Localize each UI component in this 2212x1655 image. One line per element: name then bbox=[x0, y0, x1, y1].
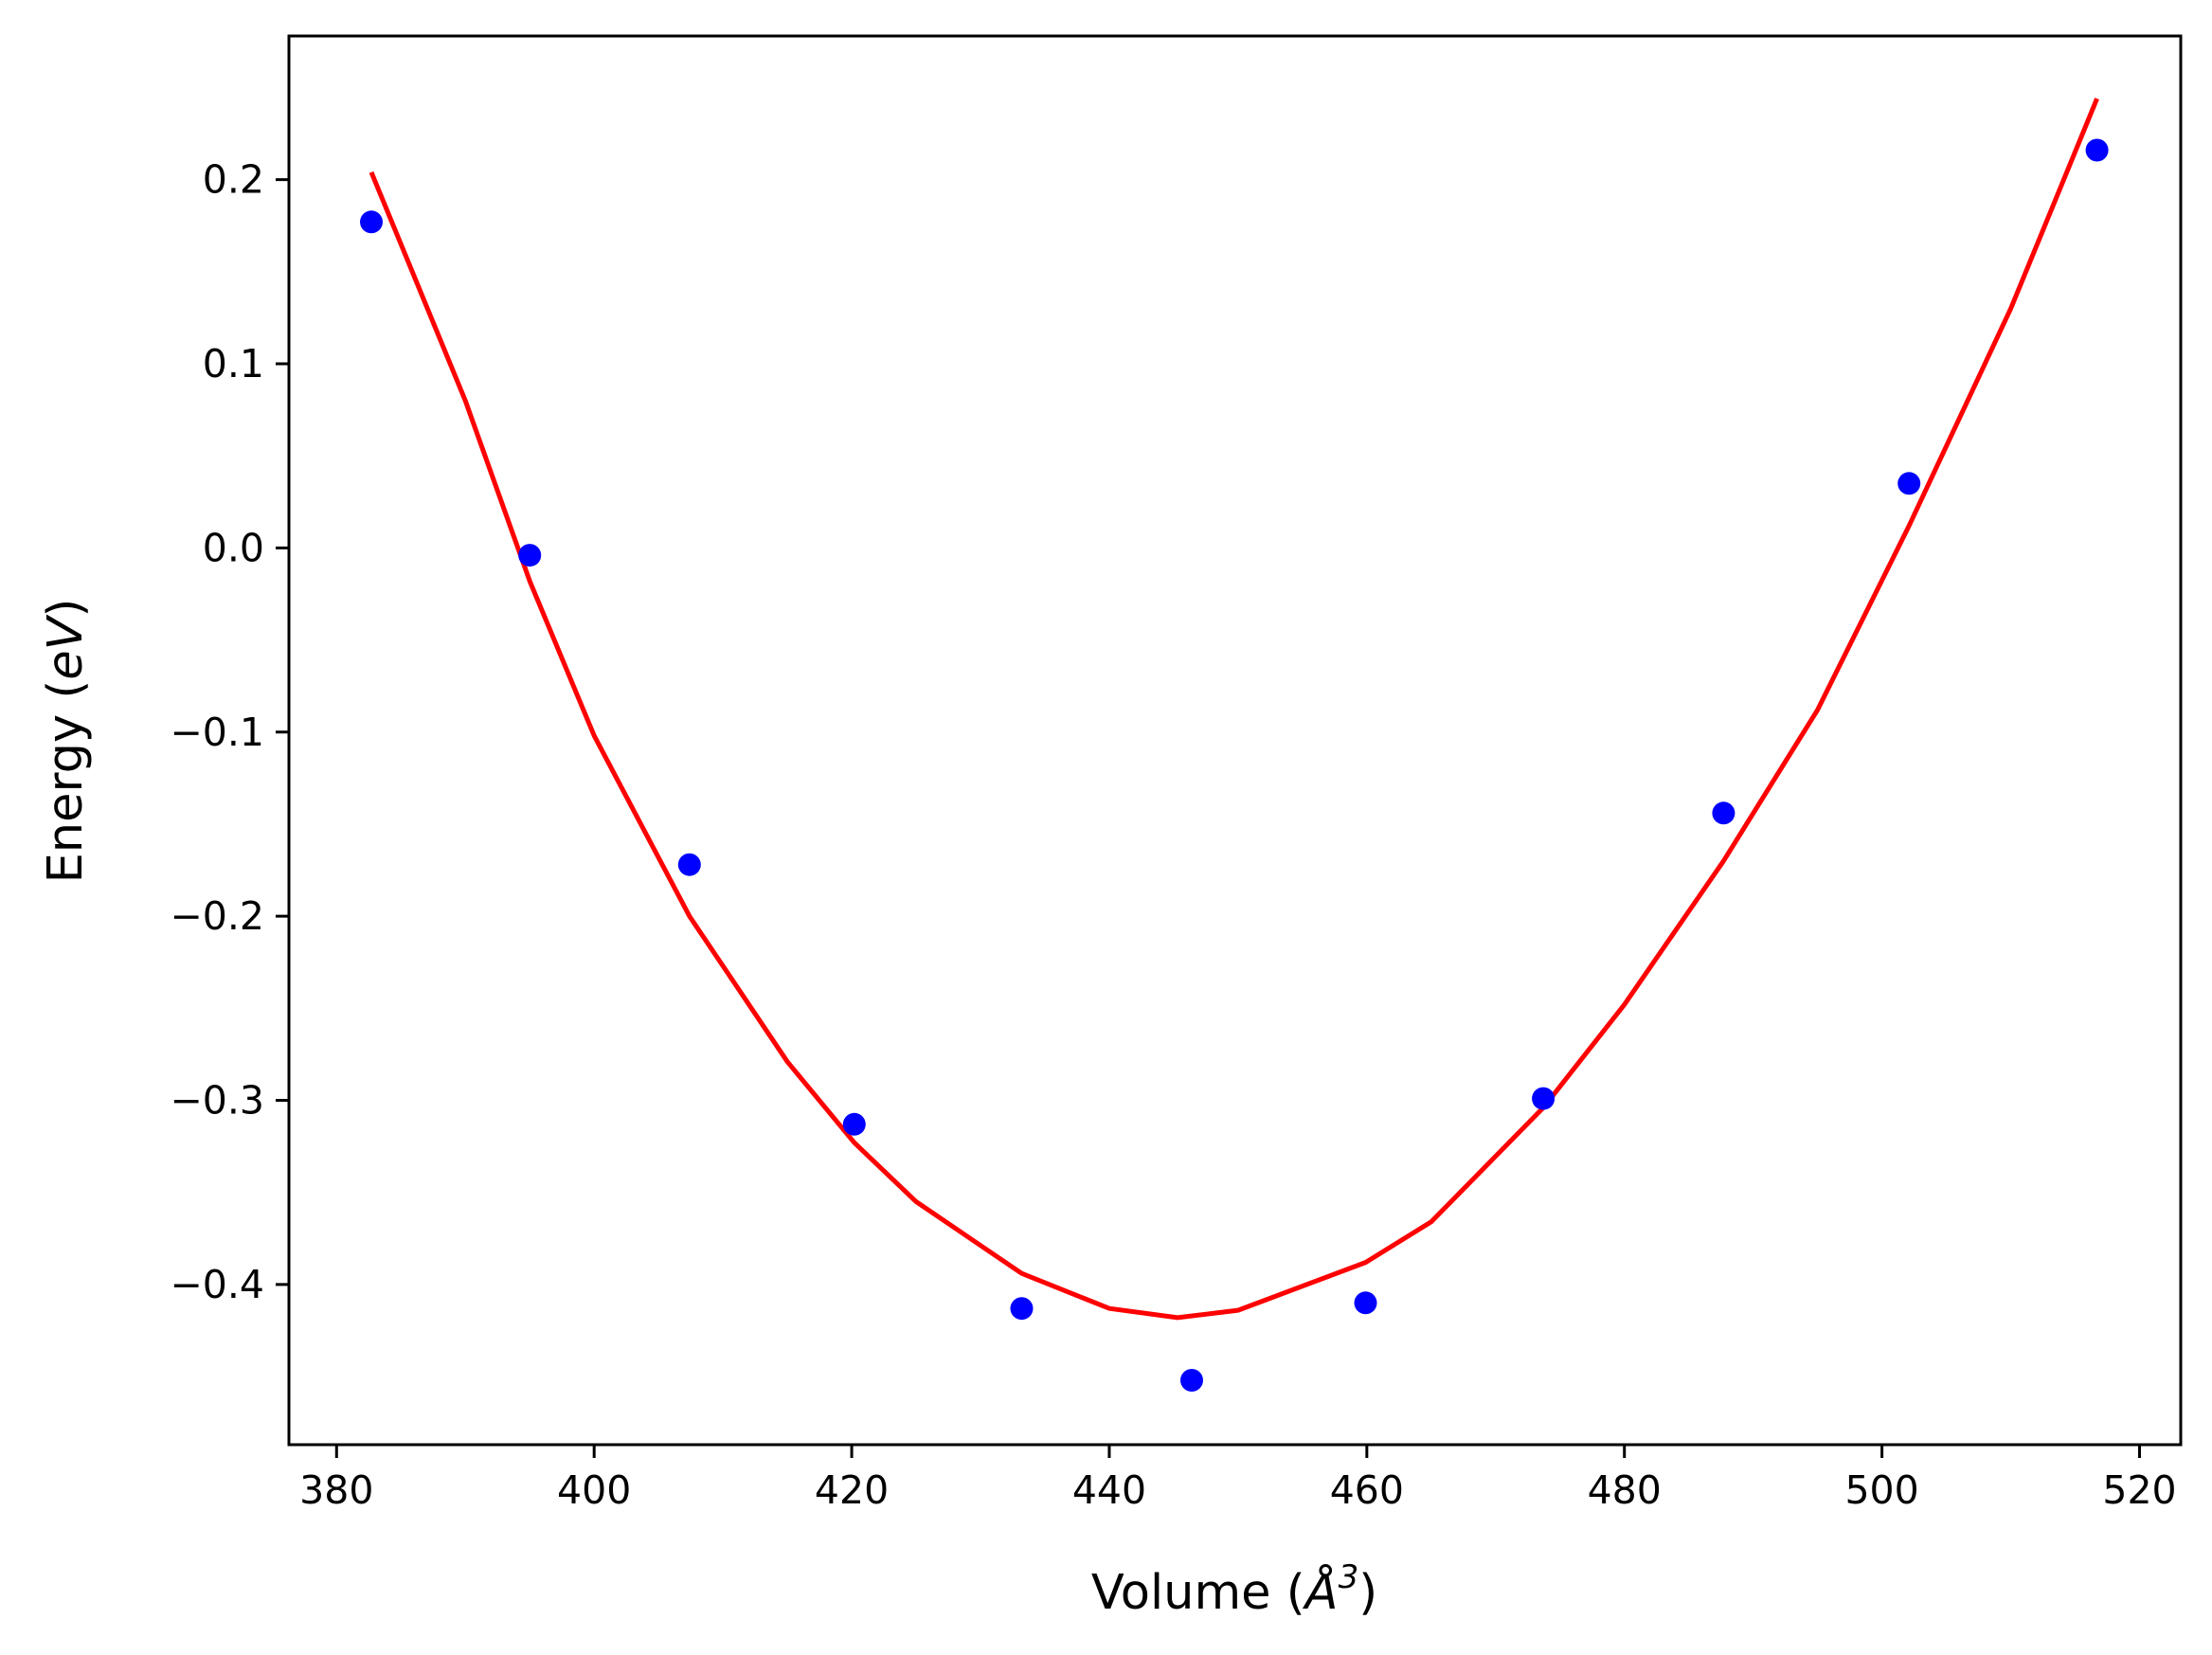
fit-curve-line bbox=[369, 98, 2099, 1321]
x-tick-label: 380 bbox=[299, 1467, 373, 1513]
data-point bbox=[1010, 1297, 1034, 1321]
x-tick-label: 420 bbox=[815, 1467, 889, 1513]
x-tick-label: 440 bbox=[1072, 1467, 1146, 1513]
data-point bbox=[2085, 138, 2109, 162]
y-tick-label: 0.2 bbox=[203, 157, 264, 203]
y-axis-ticks: 0.2 0.1 0.0 −0.1 −0.2 −0.3 −0.4 bbox=[170, 157, 289, 1307]
data-point bbox=[1354, 1291, 1377, 1315]
data-point bbox=[518, 544, 542, 567]
x-axis-label-close: ) bbox=[1358, 1565, 1377, 1621]
y-axis-label-unit: eV bbox=[38, 614, 94, 679]
x-tick-label: 480 bbox=[1588, 1467, 1662, 1513]
y-axis-label-close: ) bbox=[38, 599, 94, 618]
x-axis-label: Volume (Å3) bbox=[1091, 1558, 1377, 1621]
data-point bbox=[1180, 1369, 1203, 1392]
x-tick-label: 500 bbox=[1844, 1467, 1918, 1513]
plot-area-background bbox=[289, 36, 2181, 1445]
data-point bbox=[1897, 472, 1921, 495]
x-axis-ticks: 380 400 420 440 460 480 500 520 bbox=[299, 1445, 2177, 1513]
plot-frame bbox=[287, 34, 2183, 1447]
y-tick-label: −0.2 bbox=[170, 893, 264, 939]
data-point bbox=[1712, 801, 1735, 825]
data-point bbox=[1532, 1087, 1556, 1110]
data-point bbox=[677, 853, 701, 876]
y-tick-label: −0.3 bbox=[170, 1078, 264, 1124]
fit-curve-layer bbox=[369, 98, 2099, 1321]
data-points-layer bbox=[360, 138, 2109, 1392]
y-axis-label-text: Energy ( bbox=[38, 680, 94, 884]
data-point bbox=[360, 210, 383, 234]
y-tick-label: 0.0 bbox=[203, 525, 264, 570]
x-axis-label-exponent: 3 bbox=[1339, 1558, 1359, 1596]
data-point bbox=[842, 1112, 866, 1136]
x-axis-label-symbol: Å bbox=[1303, 1562, 1339, 1621]
x-tick-label: 400 bbox=[557, 1467, 631, 1513]
x-axis-label-text: Volume ( bbox=[1091, 1565, 1305, 1621]
y-tick-label: −0.1 bbox=[170, 710, 264, 755]
y-tick-label: −0.4 bbox=[170, 1262, 264, 1307]
x-tick-label: 460 bbox=[1330, 1467, 1404, 1513]
x-tick-label: 520 bbox=[2102, 1467, 2176, 1513]
y-axis-label: Energy (eV) bbox=[38, 599, 94, 884]
y-tick-label: 0.1 bbox=[203, 341, 264, 387]
